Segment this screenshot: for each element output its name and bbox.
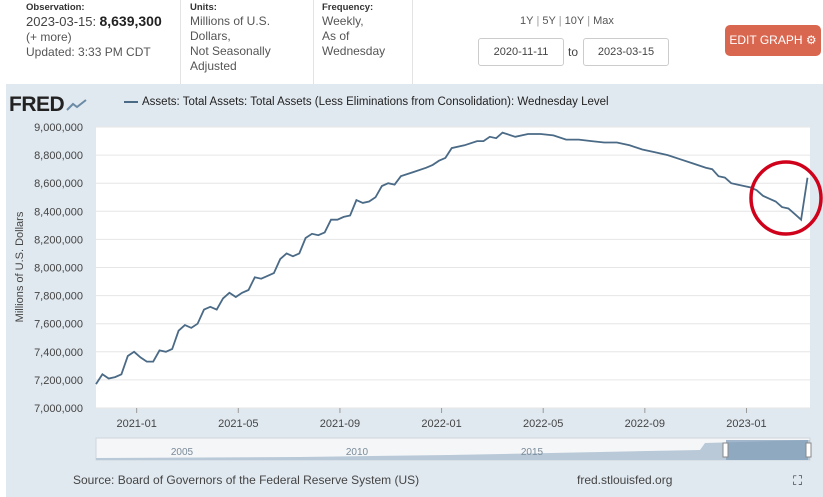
more-link[interactable]: (+ more) bbox=[26, 30, 72, 44]
frequency-label: Frequency: bbox=[322, 2, 374, 13]
observation-value: 8,639,300 bbox=[99, 13, 162, 29]
date-to-input[interactable]: 2023-03-15 bbox=[583, 38, 669, 66]
frequency-line: As of bbox=[322, 29, 350, 43]
edit-graph-label: EDIT GRAPH bbox=[729, 33, 803, 47]
x-tick-label: 2021-01 bbox=[116, 418, 156, 430]
minimap-year-label: 2010 bbox=[346, 447, 369, 458]
edit-graph-button[interactable]: EDIT GRAPH ⚙ bbox=[725, 25, 821, 56]
gridlines bbox=[96, 126, 810, 409]
minimap-left-handle[interactable] bbox=[722, 442, 729, 458]
x-tick-labels: 2021-01 2021-05 2021-09 2022-01 2022-05 2022-… bbox=[116, 408, 767, 430]
units-block: Units: Millions of U.S. Dollars, Not Sea… bbox=[190, 2, 308, 74]
y-tick-label: 8,000,000 bbox=[34, 263, 83, 275]
units-line: Not Seasonally bbox=[190, 44, 271, 58]
minimap-selection[interactable] bbox=[726, 440, 808, 460]
observation-block: Observation: 2023-03-15: 8,639,300 (+ mo… bbox=[26, 2, 178, 60]
minimap-year-label: 2015 bbox=[521, 447, 544, 458]
x-tick-label: 2021-05 bbox=[218, 418, 258, 430]
range-max[interactable]: Max bbox=[593, 15, 614, 27]
to-label: to bbox=[568, 45, 579, 59]
observation-label: Observation: bbox=[26, 2, 85, 13]
range-10y[interactable]: 10Y bbox=[564, 15, 585, 27]
y-axis-label: Millions of U.S. Dollars bbox=[14, 211, 26, 322]
updated-time: Updated: 3:33 PM CDT bbox=[26, 45, 151, 59]
divider bbox=[412, 0, 413, 84]
y-tick-label: 7,000,000 bbox=[34, 403, 83, 415]
y-tick-label: 7,400,000 bbox=[34, 347, 83, 359]
frequency-line: Wednesday bbox=[322, 44, 386, 58]
minimap-year-label: 2005 bbox=[171, 447, 194, 458]
y-tick-label: 8,400,000 bbox=[34, 206, 83, 218]
observation-date: 2023-03-15: bbox=[26, 14, 97, 29]
source-text: Source: Board of Governors of the Federa… bbox=[73, 473, 420, 487]
x-tick-label: 2022-01 bbox=[421, 418, 461, 430]
units-line: Dollars, bbox=[190, 29, 231, 43]
y-tick-label: 8,200,000 bbox=[34, 234, 83, 246]
range-selector: 1Y | 5Y | 10Y | Max bbox=[520, 15, 614, 27]
series-title-text: Assets: Total Assets: Total Assets (Less… bbox=[142, 96, 609, 108]
frequency-block: Frequency: Weekly, As of Wednesday bbox=[322, 2, 412, 59]
range-5y[interactable]: 5Y bbox=[542, 15, 556, 27]
gear-icon: ⚙ bbox=[805, 33, 817, 47]
header-bar: Observation: 2023-03-15: 8,639,300 (+ mo… bbox=[0, 0, 823, 84]
fred-logo-text: FRED bbox=[9, 93, 65, 116]
legend-line-icon bbox=[124, 100, 138, 103]
x-tick-label: 2023-01 bbox=[726, 418, 766, 430]
y-tick-label: 8,600,000 bbox=[34, 178, 83, 190]
minimap[interactable]: 2005 2010 2015 bbox=[95, 437, 812, 461]
x-tick-label: 2022-09 bbox=[625, 418, 665, 430]
units-line: Millions of U.S. bbox=[190, 14, 271, 28]
x-tick-label: 2022-05 bbox=[523, 418, 563, 430]
minimap-right-handle[interactable] bbox=[805, 442, 812, 458]
y-tick-labels: 7,000,000 7,200,000 7,400,000 7,600,000 7,80… bbox=[34, 122, 83, 415]
series-line bbox=[95, 131, 809, 385]
range-1y[interactable]: 1Y bbox=[520, 15, 534, 27]
units-label: Units: bbox=[190, 2, 217, 13]
divider bbox=[180, 0, 181, 84]
y-tick-label: 8,800,000 bbox=[34, 150, 83, 162]
highlight-circle bbox=[749, 160, 823, 236]
series-title: Assets: Total Assets: Total Assets (Less… bbox=[124, 96, 609, 108]
divider bbox=[313, 0, 314, 84]
y-tick-label: 7,600,000 bbox=[34, 319, 83, 331]
fullscreen-icon[interactable]: ⛶ bbox=[793, 473, 803, 488]
minimap-area bbox=[96, 440, 810, 460]
y-tick-label: 7,200,000 bbox=[34, 375, 83, 387]
x-tick-label: 2021-09 bbox=[320, 418, 360, 430]
fred-logo-graph-icon bbox=[66, 99, 87, 112]
fred-logo[interactable]: FRED bbox=[9, 93, 88, 117]
site-link[interactable]: fred.stlouisfed.org bbox=[577, 473, 673, 487]
minimap-labels: 2005 2010 2015 bbox=[171, 447, 544, 458]
frequency-line: Weekly, bbox=[322, 14, 364, 28]
date-from-input[interactable]: 2020-11-11 bbox=[478, 38, 564, 66]
units-line: Adjusted bbox=[190, 59, 237, 73]
y-tick-label: 7,800,000 bbox=[34, 291, 83, 303]
y-tick-label: 9,000,000 bbox=[34, 122, 83, 134]
